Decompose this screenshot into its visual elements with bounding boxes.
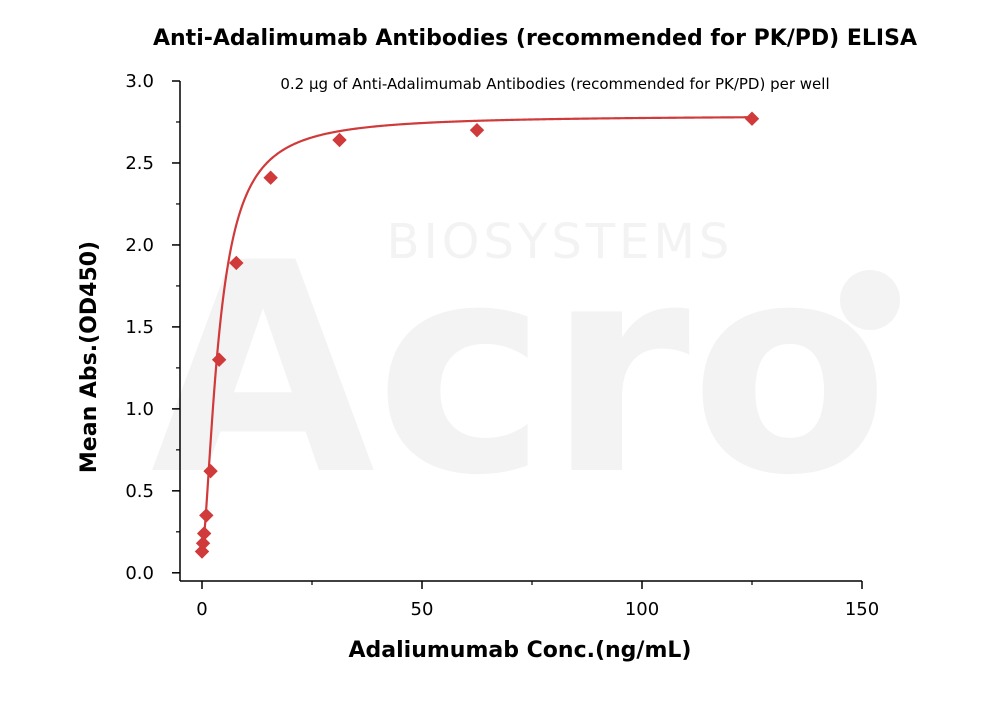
data-point: [196, 526, 212, 541]
y-tick-label: 2.0: [125, 235, 154, 256]
data-point: [199, 508, 214, 523]
data-point: [203, 463, 218, 479]
y-tick-label: 2.5: [125, 153, 154, 174]
y-tick-label: 1.0: [125, 399, 154, 420]
watermark-logo: Acro: [151, 202, 890, 539]
data-point: [469, 122, 485, 138]
x-tick-label: 0: [196, 599, 207, 620]
watermark: BIOSYSTEMS Acro: [151, 202, 900, 539]
data-point: [195, 536, 211, 551]
chart-subtitle: 0.2 µg of Anti-Adalimumab Antibodies (re…: [280, 75, 829, 93]
data-point: [229, 255, 244, 271]
y-tick-label: 0.5: [125, 481, 154, 502]
y-tick-label: 3.0: [125, 71, 154, 92]
data-points: [194, 111, 760, 559]
data-point: [744, 111, 760, 126]
data-point: [211, 352, 227, 367]
y-tick-label: 1.5: [125, 317, 154, 338]
x-tick-label: 150: [845, 599, 879, 620]
data-point: [263, 170, 278, 185]
data-point: [332, 132, 347, 148]
axes: [179, 81, 862, 582]
x-axis-label: Adaliumumab Conc.(ng/mL): [349, 638, 692, 663]
chart-title: Anti-Adalimumab Antibodies (recommended …: [153, 26, 917, 51]
y-axis-ticks: 0.0 0.5 1.0 1.5 2.0 2.5 3.0: [125, 71, 180, 584]
x-axis-ticks: 0 50 100 150: [196, 581, 879, 620]
watermark-dot: [840, 270, 900, 330]
watermark-sub: BIOSYSTEMS: [387, 214, 734, 270]
fit-curve: [201, 116, 753, 553]
y-axis-label: Mean Abs.(OD450): [77, 241, 102, 473]
y-tick-label: 0.0: [125, 563, 154, 584]
x-tick-label: 50: [411, 599, 434, 620]
x-tick-label: 100: [625, 599, 659, 620]
